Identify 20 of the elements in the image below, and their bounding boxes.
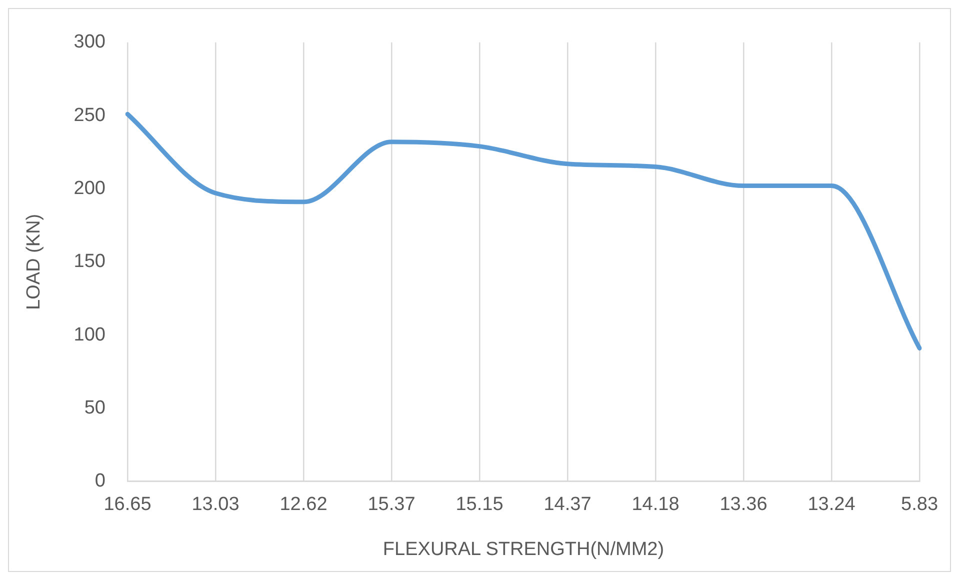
x-tick-label: 16.65	[104, 494, 152, 516]
x-axis-title: FLEXURAL STRENGTH(N/MM2)	[382, 538, 664, 560]
y-tick-label: 100	[74, 324, 106, 346]
x-tick-label: 15.37	[368, 494, 416, 516]
y-tick-label: 50	[84, 397, 106, 418]
line-series	[125, 112, 922, 350]
x-tick-label: 13.36	[720, 494, 768, 516]
y-tick-label: 250	[74, 104, 106, 126]
y-tick-label: 200	[74, 178, 106, 199]
y-tick-label: 150	[74, 251, 106, 272]
x-tick-label: 14.18	[632, 494, 680, 516]
x-tick-label: 13.24	[808, 494, 856, 516]
y-tick-label: 300	[74, 32, 106, 53]
x-tick-label: 5.83	[901, 494, 938, 516]
x-tick-label: 13.03	[192, 494, 240, 516]
x-tick-label: 12.62	[280, 494, 328, 516]
y-axis-title: LOAD (KN)	[24, 214, 45, 310]
x-tick-label: 15.15	[456, 494, 504, 516]
y-tick-label: 0	[94, 470, 106, 492]
x-tick-label: 14.37	[544, 494, 592, 516]
